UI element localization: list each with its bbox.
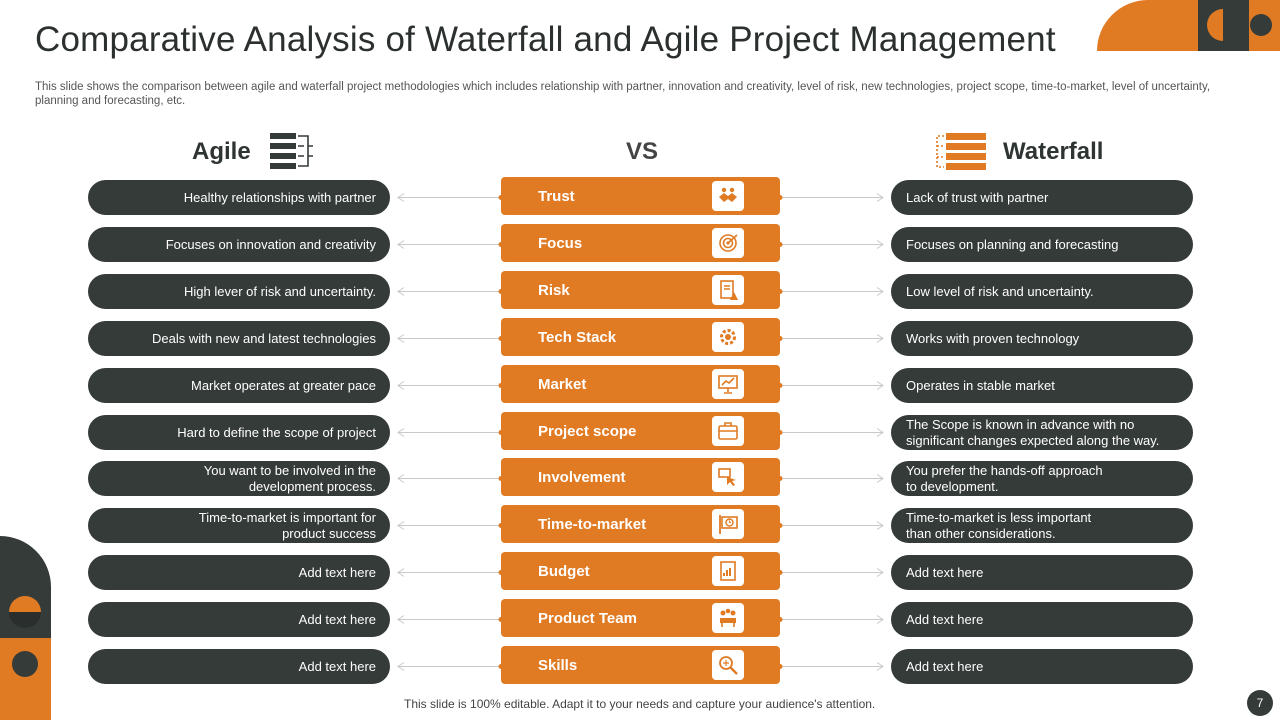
agile-point: Focuses on innovation and creativity [88, 227, 390, 262]
waterfall-point: Lack of trust with partner [891, 180, 1193, 215]
waterfall-point: Time-to-market is less important than ot… [891, 508, 1193, 543]
waterfall-point-text: Operates in stable market [906, 377, 1055, 393]
hand-pointer-icon [712, 462, 744, 492]
slide-subtitle: This slide shows the comparison between … [35, 81, 1211, 107]
agile-point-text: Market operates at greater pace [191, 377, 376, 393]
criterion-label: Focus [538, 234, 583, 252]
agile-stack-icon [270, 133, 313, 169]
waterfall-point: The Scope is known in advance with no si… [891, 415, 1193, 450]
clock-sign-icon [712, 509, 744, 539]
waterfall-heading: Waterfall [1003, 138, 1104, 165]
waterfall-point: You prefer the hands-off approach to dev… [891, 461, 1193, 496]
criterion-box: Focus [501, 224, 780, 262]
criterion-label: Budget [538, 562, 590, 580]
criterion-box: Budget [501, 552, 780, 590]
waterfall-point-text: Add text here [906, 611, 984, 627]
waterfall-point: Add text here [891, 555, 1193, 590]
waterfall-point-text: Lack of trust with partner [906, 189, 1049, 205]
budget-report-icon [712, 556, 744, 586]
criterion-box: Tech Stack [501, 318, 780, 356]
criterion-label: Skills [538, 656, 578, 674]
agile-point-text: Time-to-market is important for product … [198, 509, 376, 541]
criterion-label: Involvement [538, 468, 626, 486]
presentation-chart-icon [712, 369, 744, 399]
waterfall-point-text: Low level of risk and uncertainty. [906, 283, 1094, 299]
agile-point: Time-to-market is important for product … [88, 508, 390, 543]
waterfall-point: Focuses on planning and forecasting [891, 227, 1193, 262]
agile-point: Healthy relationships with partner [88, 180, 390, 215]
waterfall-point: Low level of risk and uncertainty. [891, 274, 1193, 309]
agile-point: Market operates at greater pace [88, 368, 390, 403]
agile-point-text: Deals with new and latest technologies [151, 330, 376, 346]
corner-decoration-top-right [1097, 0, 1280, 51]
agile-point-text: You want to be involved in the developme… [203, 462, 376, 494]
agile-heading: Agile [192, 138, 251, 165]
criterion-label: Product Team [538, 609, 637, 627]
waterfall-point: Add text here [891, 649, 1193, 684]
page-number: 7 [1247, 690, 1273, 716]
waterfall-point-text: Works with proven technology [906, 330, 1080, 346]
agile-point-text: Healthy relationships with partner [183, 189, 376, 205]
agile-point-text: Add text here [298, 564, 376, 580]
briefcase-icon [712, 416, 744, 446]
agile-point: Add text here [88, 649, 390, 684]
criterion-label: Project scope [538, 422, 637, 440]
criterion-box: Trust [501, 177, 780, 215]
criterion-label: Risk [538, 281, 570, 299]
criterion-label: Trust [538, 187, 575, 205]
criterion-box: Product Team [501, 599, 780, 637]
agile-point: You want to be involved in the developme… [88, 461, 390, 496]
criterion-box: Project scope [501, 412, 780, 450]
criterion-box: Risk [501, 271, 780, 309]
agile-point: High lever of risk and uncertainty. [88, 274, 390, 309]
criterion-box: Time-to-market [501, 505, 780, 543]
vs-heading: VS [626, 138, 659, 165]
corner-decoration-bottom-left [0, 536, 51, 720]
waterfall-point-text: Add text here [906, 564, 984, 580]
criterion-box: Involvement [501, 458, 780, 496]
agile-point-text: Add text here [298, 658, 376, 674]
agile-point-text: Add text here [298, 611, 376, 627]
waterfall-stack-icon [936, 133, 986, 170]
gear-icon [712, 322, 744, 352]
waterfall-point-text: The Scope is known in advance with no si… [906, 416, 1160, 448]
waterfall-point-text: You prefer the hands-off approach to dev… [906, 462, 1103, 494]
criterion-box: Skills [501, 646, 780, 684]
waterfall-point: Operates in stable market [891, 368, 1193, 403]
waterfall-point: Add text here [891, 602, 1193, 637]
agile-point: Add text here [88, 555, 390, 590]
agile-point: Hard to define the scope of project [88, 415, 390, 450]
waterfall-point-text: Focuses on planning and forecasting [906, 236, 1119, 252]
waterfall-point: Works with proven technology [891, 321, 1193, 356]
agile-point: Deals with new and latest technologies [88, 321, 390, 356]
magnifier-icon [712, 650, 744, 680]
criterion-label: Tech Stack [538, 328, 617, 346]
waterfall-point-text: Add text here [906, 658, 984, 674]
criterion-box: Market [501, 365, 780, 403]
slide-title: Comparative Analysis of Waterfall and Ag… [35, 20, 1056, 59]
team-icon [712, 603, 744, 633]
criterion-label: Market [538, 375, 587, 393]
criterion-label: Time-to-market [538, 515, 647, 533]
agile-point: Add text here [88, 602, 390, 637]
risk-document-icon [712, 275, 744, 305]
waterfall-point-text: Time-to-market is less important than ot… [906, 509, 1092, 541]
handshake-icon [712, 181, 744, 211]
agile-point-text: Focuses on innovation and creativity [165, 236, 376, 252]
footer-note: This slide is 100% editable. Adapt it to… [404, 697, 876, 711]
agile-point-text: Hard to define the scope of project [177, 424, 376, 440]
agile-point-text: High lever of risk and uncertainty. [184, 283, 376, 299]
target-icon [712, 228, 744, 258]
